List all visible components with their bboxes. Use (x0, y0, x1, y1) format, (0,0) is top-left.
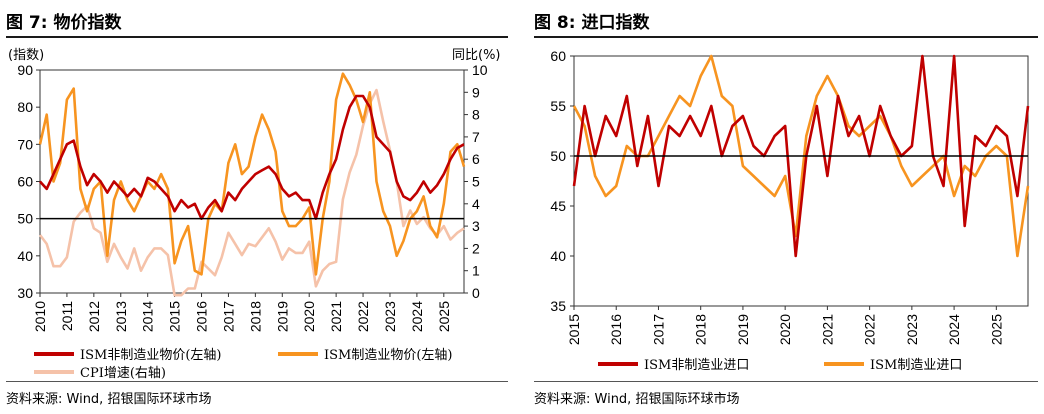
legend-ism-mfg-price: ISM制造业物价(左轴) (278, 344, 453, 363)
series-line-0 (572, 54, 1030, 258)
right-axis-unit: 同比(%) (452, 48, 501, 63)
right-panel-title: 图 8: 进口指数 (534, 13, 650, 33)
x-tick-label: 2022 (355, 301, 371, 332)
x-tick-label: 2021 (328, 301, 344, 332)
y-left-tick-label: 80 (17, 99, 33, 115)
y-left-tick-label: 90 (17, 62, 33, 78)
x-tick-label: 2014 (140, 301, 156, 332)
left-axis-unit: (指数) (8, 48, 45, 63)
x-tick-label: 2011 (59, 301, 75, 331)
x-tick-label: 2024 (409, 301, 425, 332)
x-tick-label: 2022 (862, 314, 878, 345)
legend-label: CPI增速(右轴) (80, 366, 166, 381)
x-tick-label: 2012 (86, 301, 102, 332)
y-tick-label: 40 (550, 248, 566, 264)
legend-label: ISM制造业物价(左轴) (324, 348, 453, 363)
legend-label: ISM非制造业物价(左轴) (80, 348, 222, 363)
y-right-tick-label: 2 (472, 240, 480, 256)
left-source: 资料来源: Wind, 招银国际环球市场 (6, 392, 212, 407)
y-left-tick-label: 50 (17, 211, 33, 227)
legend-swatch-orange (824, 361, 864, 366)
legend-cpi: CPI增速(右轴) (34, 362, 166, 381)
y-right-tick-label: 6 (472, 151, 480, 167)
x-tick-label: 2025 (988, 314, 1004, 345)
x-tick-label: 2016 (194, 301, 210, 332)
y-left-tick-label: 60 (17, 174, 33, 190)
y-left-tick-label: 30 (17, 285, 33, 301)
legend-swatch-dark-red (34, 351, 74, 356)
series-line-0 (39, 94, 465, 220)
x-tick-label: 2015 (167, 301, 183, 332)
left-panel-title: 图 7: 物价指数 (6, 13, 122, 33)
x-tick-label: 2025 (436, 301, 452, 332)
x-tick-label: 2019 (274, 301, 290, 332)
x-tick-label: 2018 (693, 314, 709, 345)
x-tick-label: 2021 (819, 314, 835, 345)
y-tick-label: 35 (550, 298, 566, 314)
legend-label: ISM制造业进口 (870, 358, 963, 373)
y-right-tick-label: 9 (472, 84, 480, 100)
x-tick-label: 2017 (220, 301, 236, 332)
x-tick-label: 2020 (301, 301, 317, 332)
legend-swatch-orange (278, 351, 318, 356)
legend-ism-nonmfg-import: ISM非制造业进口 (598, 354, 749, 373)
x-tick-label: 2015 (566, 314, 582, 345)
y-right-tick-label: 3 (472, 218, 480, 234)
y-right-tick-label: 4 (472, 196, 480, 212)
y-right-tick-label: 5 (472, 174, 480, 190)
y-right-tick-label: 10 (472, 62, 488, 78)
legend-swatch-pink (34, 369, 74, 374)
y-tick-label: 55 (550, 98, 566, 114)
y-right-tick-label: 0 (472, 285, 480, 301)
x-tick-label: 2019 (735, 314, 751, 345)
x-tick-label: 2020 (777, 314, 793, 345)
x-tick-label: 2018 (247, 301, 263, 332)
x-tick-label: 2023 (382, 301, 398, 332)
y-right-tick-label: 7 (472, 129, 480, 145)
left-source-rule (6, 381, 508, 382)
plot-frame (39, 69, 465, 294)
legend-ism-nonmfg-price: ISM非制造业物价(左轴) (34, 344, 222, 363)
series-line-1 (572, 54, 1030, 258)
left-chart: 30 40 50 60 70 80 90 0 1 2 3 4 5 6 7 8 9 10 2010 2011 2012 20… (17, 62, 488, 332)
y-right-tick-label: 1 (472, 263, 480, 279)
right-source: 资料来源: Wind, 招银国际环球市场 (534, 392, 740, 407)
legend-ism-mfg-import: ISM制造业进口 (824, 354, 962, 373)
right-chart: 35 40 45 50 55 60 2015 2016 2017 2018 2019 2020 2021… (550, 48, 1030, 345)
right-source-rule (534, 381, 1038, 382)
y-left-tick-label: 70 (17, 136, 33, 152)
x-tick-label: 2023 (904, 314, 920, 345)
y-tick-label: 50 (550, 148, 566, 164)
x-tick-label: 2016 (608, 314, 624, 345)
legend-swatch-dark-red (598, 361, 638, 366)
x-tick-label: 2024 (946, 314, 962, 345)
y-tick-label: 60 (550, 48, 566, 64)
x-tick-label: 2013 (113, 301, 129, 332)
x-tick-label: 2017 (650, 314, 666, 345)
y-left-tick-label: 40 (17, 248, 33, 264)
y-right-tick-label: 8 (472, 107, 480, 123)
series-line-1 (38, 72, 466, 276)
right-title-rule (534, 36, 1038, 38)
left-title-rule (6, 36, 508, 38)
legend-label: ISM非制造业进口 (644, 358, 750, 373)
x-tick-label: 2010 (32, 301, 48, 332)
y-tick-label: 45 (550, 198, 566, 214)
